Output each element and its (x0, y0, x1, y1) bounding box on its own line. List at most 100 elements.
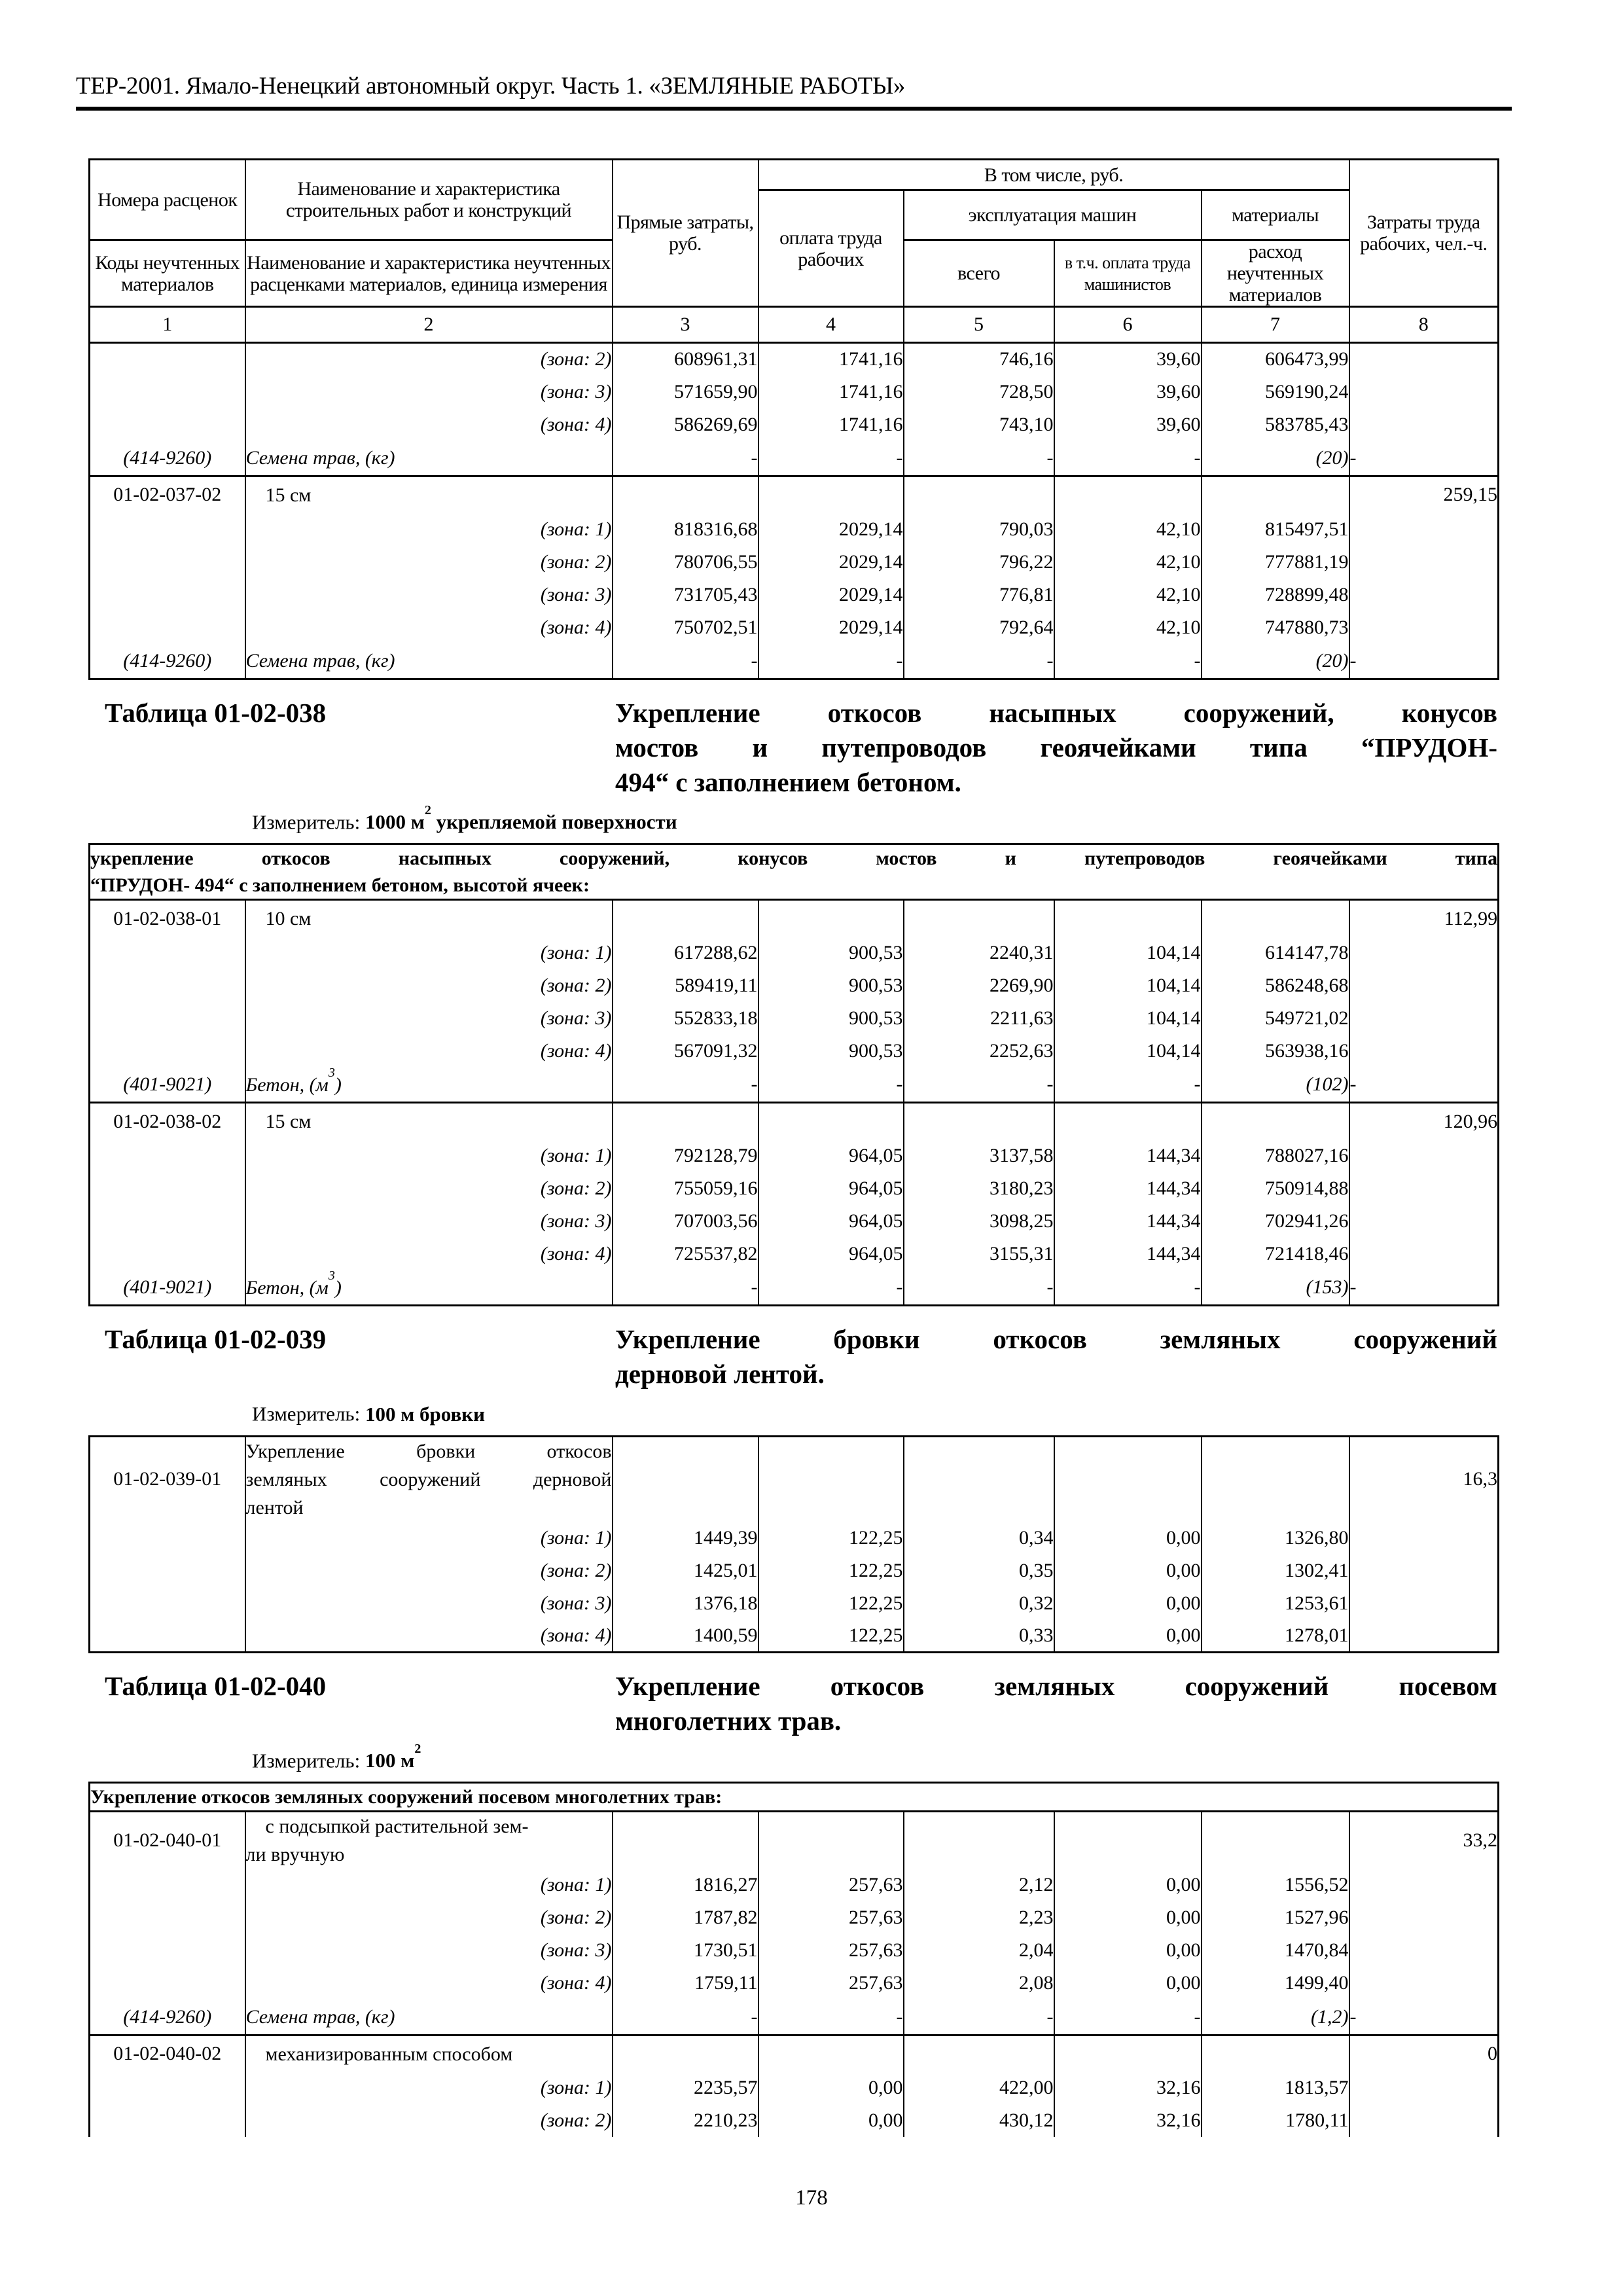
cell-materials-consumption: (20) (1200, 440, 1350, 476)
cell-machinists-pay: 144,34 (1053, 1172, 1202, 1205)
section-title: Укрепление бровки откосов земляных соору… (615, 1322, 1497, 1391)
cell-materials: 1253,61 (1200, 1587, 1350, 1620)
cell-materials: 777881,19 (1200, 545, 1350, 579)
rate-description-line: 10 см (265, 908, 312, 930)
zone-label: (зона: 1) (244, 1869, 613, 1902)
cell-workers-pay (757, 1810, 904, 1869)
cell-direct-costs: 725537,82 (611, 1237, 759, 1270)
cell-direct-costs: 755059,16 (611, 1172, 759, 1205)
cell-machinists-pay: 0,00 (1053, 1934, 1202, 1967)
cell-materials (1200, 2034, 1350, 2072)
cell-workers-pay: - (757, 1270, 904, 1306)
header-cell-direct-costs: Прямые затраты, руб. (611, 158, 759, 308)
cell-machines-total: 3180,23 (902, 1172, 1055, 1205)
rate-description: с подсыпкой растительной зем-ли вручную (244, 1810, 613, 1869)
cell-materials: 788027,16 (1200, 1139, 1350, 1172)
rate-description-line: земляных сооружений дерновой (245, 1468, 612, 1490)
cell-labor (1348, 512, 1499, 546)
cell-materials: 1527,96 (1200, 1901, 1350, 1935)
header-cell-machines: эксплуатация машин (902, 189, 1202, 241)
cell-direct-costs: 1787,82 (611, 1901, 759, 1935)
cell-machinists-pay: 39,60 (1053, 408, 1202, 441)
cell-materials: 1326,80 (1200, 1521, 1350, 1554)
measurer-value: 100 м2 (365, 1742, 421, 1772)
cell-labor (1348, 1934, 1499, 1967)
section-title-line: дерновой лентой. (615, 1359, 825, 1390)
material-name: Бетон, (м3) (244, 1268, 613, 1306)
zone-label: (зона: 1) (244, 1139, 613, 1172)
cell-direct-costs: 571659,90 (611, 375, 759, 408)
measurer-line: Измеритель: 100 м бровки (252, 1402, 1497, 1426)
cell-machinists-pay: 42,10 (1053, 611, 1202, 644)
measurer-label: Измеритель: (252, 1749, 361, 1772)
cell-labor (1348, 342, 1499, 376)
zone-row: (зона: 1) 818316,68 2029,14 790,03 42,10 8154… (88, 512, 1499, 546)
rate-description: 15 см (244, 475, 613, 513)
cell-materials: 1470,84 (1200, 1934, 1350, 1967)
section-01-02-039: Таблица 01-02-039 Укрепление бровки отко… (88, 1306, 1497, 1426)
cell-machinists-pay: 104,14 (1053, 936, 1202, 969)
cell-machines-total: 796,22 (902, 545, 1055, 579)
cell-materials (1200, 1102, 1350, 1139)
cell-workers-pay: 900,53 (757, 1034, 904, 1067)
header-cell-machinists-pay: в т.ч. оплата труда машинистов (1053, 239, 1202, 308)
cell-machines-total: 792,64 (902, 611, 1055, 644)
cell-direct-costs (611, 1102, 759, 1139)
cell-machinists-pay: 32,16 (1053, 2072, 1202, 2105)
cell-materials-consumption: (1,2) (1200, 2000, 1350, 2036)
column-number: 2 (244, 306, 613, 344)
rate-description-line: 15 см (265, 484, 312, 506)
cell-workers-pay: 257,63 (757, 1934, 904, 1967)
column-number: 5 (902, 306, 1055, 344)
rate-description-line: ли вручную (245, 1844, 345, 1866)
cell-workers-pay: 900,53 (757, 1001, 904, 1035)
cell-direct-costs: 818316,68 (611, 512, 759, 546)
measurer-value: 1000 м2 укрепляемой поверхности (365, 803, 677, 834)
cell-materials (1200, 475, 1350, 513)
cell-machines-total: - (902, 2000, 1055, 2036)
cell-labor (1348, 578, 1499, 611)
cell-labor (1348, 1139, 1499, 1172)
cell-machinists-pay: 32,16 (1053, 2104, 1202, 2138)
header-cell-machines-total: всего (902, 239, 1055, 308)
cell-workers-pay: 122,25 (757, 1587, 904, 1620)
cell-direct-costs: 731705,43 (611, 578, 759, 611)
cell-labor: 120,96 (1348, 1102, 1499, 1139)
cell-workers-pay: 1741,16 (757, 342, 904, 376)
zone-label: (зона: 4) (244, 611, 613, 644)
rate-description-line: с подсыпкой растительной зем- (265, 1816, 529, 1838)
cell-machinists-pay: 0,00 (1053, 1901, 1202, 1935)
cell-workers-pay (757, 899, 904, 937)
zone-row: (зона: 2) 2210,23 0,00 430,12 32,16 1780,11 (88, 2104, 1499, 2138)
zone-label: (зона: 3) (244, 1204, 613, 1238)
zone-row: (зона: 4) 586269,69 1741,16 743,10 39,60 5837… (88, 408, 1499, 441)
zone-label: (зона: 3) (244, 578, 613, 611)
cell-direct-costs: - (611, 2000, 759, 2036)
material-code: (414-9260) (88, 2000, 246, 2036)
cell-labor (1348, 1237, 1499, 1270)
cell-code (88, 1587, 246, 1620)
cell-direct-costs: 589419,11 (611, 969, 759, 1002)
cell-workers-pay: 257,63 (757, 1869, 904, 1902)
cell-code (88, 375, 246, 408)
cell-labor: - (1348, 1270, 1499, 1306)
cell-machines-total: 0,33 (902, 1619, 1055, 1653)
cell-direct-costs: 707003,56 (611, 1204, 759, 1238)
rate-description: Укрепление бровки откосов земляных сооруж… (244, 1435, 613, 1522)
cell-workers-pay: 964,05 (757, 1204, 904, 1238)
cell-direct-costs: 1816,27 (611, 1869, 759, 1902)
cell-machines-total (902, 2034, 1055, 2072)
cell-code (88, 969, 246, 1002)
column-number: 7 (1200, 306, 1350, 344)
cell-materials: 549721,02 (1200, 1001, 1350, 1035)
section-subheader-cell: укрепление откосов насыпных сооружений, … (88, 844, 1499, 901)
cell-machinists-pay: - (1053, 1270, 1202, 1306)
section-title-line: Укрепление откосов земляных сооружений п… (615, 1671, 1497, 1702)
column-number: 1 (88, 306, 246, 344)
cell-workers-pay: 964,05 (757, 1139, 904, 1172)
material-name-text: Бетон, (м (245, 1277, 329, 1299)
cell-labor (1348, 969, 1499, 1002)
cell-machinists-pay: 0,00 (1053, 1869, 1202, 1902)
cell-materials: 1278,01 (1200, 1619, 1350, 1653)
cell-machinists-pay (1053, 899, 1202, 937)
